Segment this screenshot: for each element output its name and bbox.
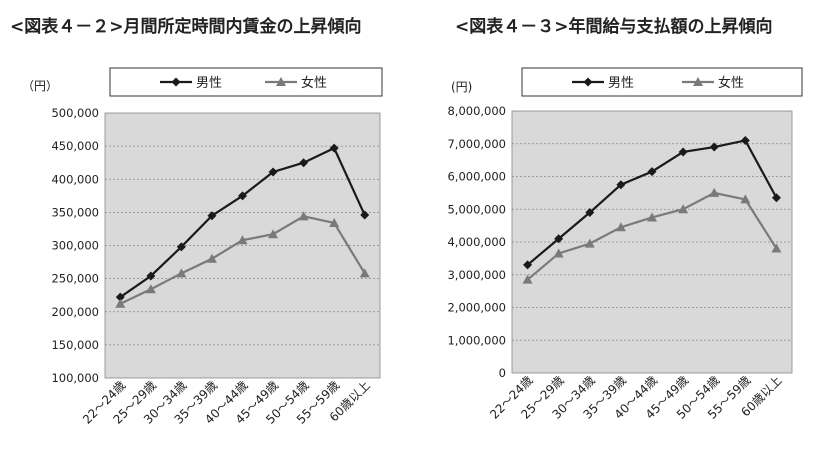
data-point <box>584 238 595 248</box>
y-tick-label: 100,000 <box>51 371 99 385</box>
y-tick-label: 150,000 <box>51 338 99 352</box>
data-point <box>176 268 187 278</box>
data-point <box>647 167 657 177</box>
legend-box <box>521 67 803 97</box>
y-tick-label: 3,000,000 <box>447 268 506 282</box>
legend-box <box>109 67 383 97</box>
y-tick-label: 500,000 <box>51 106 99 120</box>
legend-label: 女性 <box>301 75 327 91</box>
data-point <box>145 284 156 294</box>
data-point <box>554 234 564 244</box>
unit-label: （円） <box>22 79 58 93</box>
unit-label: (円) <box>451 80 472 94</box>
data-point <box>268 229 279 239</box>
data-point <box>740 194 751 204</box>
data-point <box>771 193 781 203</box>
data-point <box>678 204 689 214</box>
y-tick-label: 5,000,000 <box>447 202 506 216</box>
data-point <box>678 147 688 157</box>
y-tick-label: 250,000 <box>51 272 99 286</box>
legend-marker <box>583 77 593 87</box>
legend-marker <box>171 77 181 87</box>
y-tick-label: 1,000,000 <box>447 333 506 347</box>
y-tick-label: 200,000 <box>51 305 99 319</box>
data-point <box>206 253 217 263</box>
figure-annual-pay: <図表４－３>年間給与支払額の上昇傾向 (円) 0 1,000,000 2,000,0… <box>415 0 831 449</box>
data-point <box>522 274 533 284</box>
data-point <box>523 260 533 270</box>
y-tick-label: 350,000 <box>51 205 99 219</box>
data-point <box>615 222 626 232</box>
data-point <box>709 187 720 197</box>
legend-label: 女性 <box>718 75 744 91</box>
y-tick-label: 4,000,000 <box>447 235 506 249</box>
figure-monthly-wage: <図表４－２>月間所定時間内賃金の上昇傾向 （円） 100,000 150,000 2… <box>0 0 415 449</box>
data-point <box>268 167 278 177</box>
data-point <box>238 191 247 201</box>
data-point <box>616 180 626 190</box>
data-point <box>647 212 657 222</box>
chart-annual-pay: (円) 0 1,000,000 2,000,000 3,000,000 4,000,000… <box>447 67 803 422</box>
data-point <box>329 143 339 153</box>
y-tick-label: 450,000 <box>51 139 99 153</box>
data-point <box>709 142 719 152</box>
y-tick-label: 400,000 <box>51 172 99 186</box>
data-point <box>360 210 370 220</box>
data-point <box>585 208 595 218</box>
data-point <box>553 248 564 258</box>
data-point <box>146 271 156 281</box>
figure-title: <図表４－２>月間所定時間内賃金の上昇傾向 <box>10 17 362 37</box>
data-point <box>115 292 125 302</box>
figure-title: <図表４－３>年間給与支払額の上昇傾向 <box>455 17 773 37</box>
y-tick-label: 0 <box>499 366 506 380</box>
legend-marker <box>693 77 703 86</box>
data-point <box>237 235 248 245</box>
data-point <box>359 268 370 278</box>
y-tick-label: 300,000 <box>51 239 99 253</box>
data-point <box>115 298 126 308</box>
data-point <box>207 211 217 221</box>
data-point <box>299 158 309 168</box>
legend-label: 男性 <box>608 76 634 91</box>
chart-monthly-wage: （円） 100,000 150,000 200,000 250,000 300,000 35… <box>22 67 383 427</box>
y-tick-label: 2,000,000 <box>447 301 506 315</box>
legend-label: 男性 <box>196 76 222 91</box>
legend-marker <box>276 77 286 86</box>
data-point <box>329 217 340 227</box>
y-tick-label: 7,000,000 <box>447 137 506 151</box>
data-point <box>771 243 782 253</box>
y-tick-label: 8,000,000 <box>447 104 506 118</box>
data-point <box>176 242 186 252</box>
data-point <box>740 135 750 145</box>
y-tick-label: 6,000,000 <box>447 170 506 184</box>
data-point <box>298 211 309 221</box>
